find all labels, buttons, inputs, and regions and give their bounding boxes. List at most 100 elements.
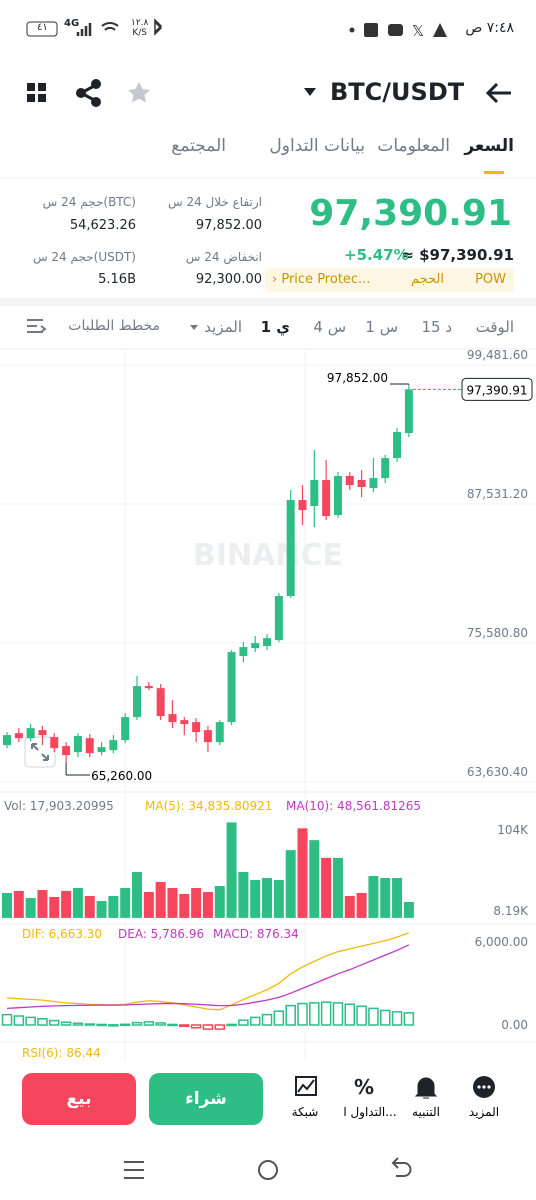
- stat-label: حجم 24 س(USDT): [32, 250, 136, 264]
- pair-dropdown[interactable]: [304, 88, 316, 96]
- back-arrow[interactable]: [485, 82, 511, 104]
- macd-bar: [379, 1009, 391, 1026]
- candle-body: [109, 740, 118, 751]
- interval[interactable]: 15 د: [421, 318, 452, 336]
- candle-body: [274, 596, 283, 641]
- candle-body: [26, 728, 35, 739]
- volume-bar: [96, 901, 107, 918]
- macd-bar: [190, 1024, 202, 1029]
- macd-bar: [297, 1002, 308, 1026]
- volume-bar: [2, 892, 12, 918]
- tab[interactable]: المعلومات: [377, 136, 450, 156]
- depth-chart[interactable]: مخطط الطلبات: [68, 318, 160, 334]
- candle-body: [381, 458, 390, 479]
- candle-body: [393, 432, 402, 459]
- pair-title[interactable]: BTC/USDT: [330, 78, 465, 106]
- candle-body: [251, 643, 260, 649]
- bluetooth-icon: [154, 18, 163, 36]
- tag[interactable]: › Price Protec...: [272, 272, 370, 287]
- alert-icon[interactable]: [414, 1077, 438, 1099]
- volume-legend: Vol: 17,903.20995: [4, 799, 114, 813]
- volume-bar: [214, 885, 225, 918]
- candle-body: [345, 475, 354, 486]
- tag-arrow: ›: [272, 272, 278, 287]
- sell-button[interactable]: [22, 1073, 136, 1125]
- tool-label: المزيد: [469, 1105, 499, 1120]
- share-icon[interactable]: [76, 79, 101, 107]
- macd-bar: [226, 1023, 237, 1027]
- rsi-label: RSI(6): 86.44: [22, 1046, 101, 1060]
- tab[interactable]: المجتمع: [171, 136, 226, 156]
- macd-bar: [273, 1010, 285, 1026]
- volume-bar: [191, 887, 202, 918]
- candle-body: [3, 735, 11, 746]
- volume-bar: [262, 878, 273, 918]
- tab-indicator: [484, 171, 504, 174]
- tab[interactable]: بيانات التداول: [269, 136, 365, 156]
- macd-bar: [13, 1015, 25, 1026]
- favorite-icon[interactable]: [128, 82, 150, 103]
- macd-bar: [261, 1013, 273, 1026]
- tag: POW: [475, 272, 506, 287]
- candle-body: [215, 722, 224, 743]
- macd-bar: [356, 1005, 367, 1026]
- interval-more[interactable]: المزيد: [204, 318, 242, 336]
- macd-bar: [84, 1023, 95, 1026]
- grid-trading-icon[interactable]: [295, 1076, 317, 1096]
- volume-bar: [321, 857, 332, 918]
- candle-body: [73, 736, 82, 753]
- notification-icons: 𝕏: [349, 22, 447, 40]
- depth-icon[interactable]: [27, 319, 47, 333]
- candle-body: [133, 686, 142, 718]
- volume-bar: [13, 890, 24, 918]
- candle-body: [263, 638, 272, 647]
- low-marker-label: 65,260.00: [91, 769, 152, 783]
- volume-tick-label: 104K: [497, 823, 529, 837]
- macd-bar: [131, 1021, 143, 1026]
- watermark: BINANCE: [193, 538, 343, 573]
- candle-body: [50, 737, 59, 749]
- bot-icon[interactable]: %: [354, 1075, 374, 1099]
- volume-bar: [120, 887, 131, 918]
- macd-bar: [49, 1019, 60, 1026]
- candle-body: [286, 500, 295, 597]
- macd-bar: [332, 1002, 344, 1026]
- tool-label: التنبيه: [412, 1105, 440, 1119]
- svg-text:%: %: [354, 1075, 374, 1099]
- volume-bar: [238, 872, 249, 918]
- macd-bar: [403, 1012, 415, 1026]
- macd-bar: [37, 1018, 48, 1026]
- volume-bar: [72, 887, 83, 918]
- tool-label: شبكة: [292, 1105, 319, 1119]
- nav-recents[interactable]: [124, 1161, 144, 1179]
- tab[interactable]: السعر: [464, 136, 514, 156]
- volume-bar: [356, 892, 367, 918]
- grid-icon[interactable]: [27, 83, 46, 102]
- more-icon[interactable]: [473, 1076, 495, 1098]
- divider: [0, 298, 536, 306]
- volume-bar: [167, 887, 178, 918]
- interval[interactable]: 4 س: [313, 318, 346, 336]
- macd-bar: [119, 1023, 131, 1027]
- battery-icon: [26, 21, 58, 37]
- candle-body: [121, 717, 130, 741]
- volume-bar: [285, 850, 296, 918]
- buy-button[interactable]: [149, 1073, 263, 1125]
- volume-bar: [250, 880, 261, 918]
- interval[interactable]: 1 ي: [260, 318, 290, 336]
- macd-bar: [368, 1007, 379, 1026]
- candle-body: [203, 730, 212, 743]
- interval[interactable]: 1 س: [365, 318, 398, 336]
- volume-bar: [344, 896, 355, 918]
- macd-bar: [249, 1016, 261, 1026]
- stat-value: 97,852.00: [195, 218, 262, 233]
- nav-home[interactable]: [258, 1160, 278, 1180]
- macd-bar: [155, 1022, 166, 1026]
- stat-label: انخفاض 24 س: [185, 250, 262, 264]
- volume-bar: [392, 878, 403, 918]
- macd-bar: [143, 1021, 155, 1026]
- nav-back[interactable]: [391, 1157, 412, 1177]
- macd-bar: [179, 1024, 190, 1027]
- volume-bar: [25, 897, 36, 918]
